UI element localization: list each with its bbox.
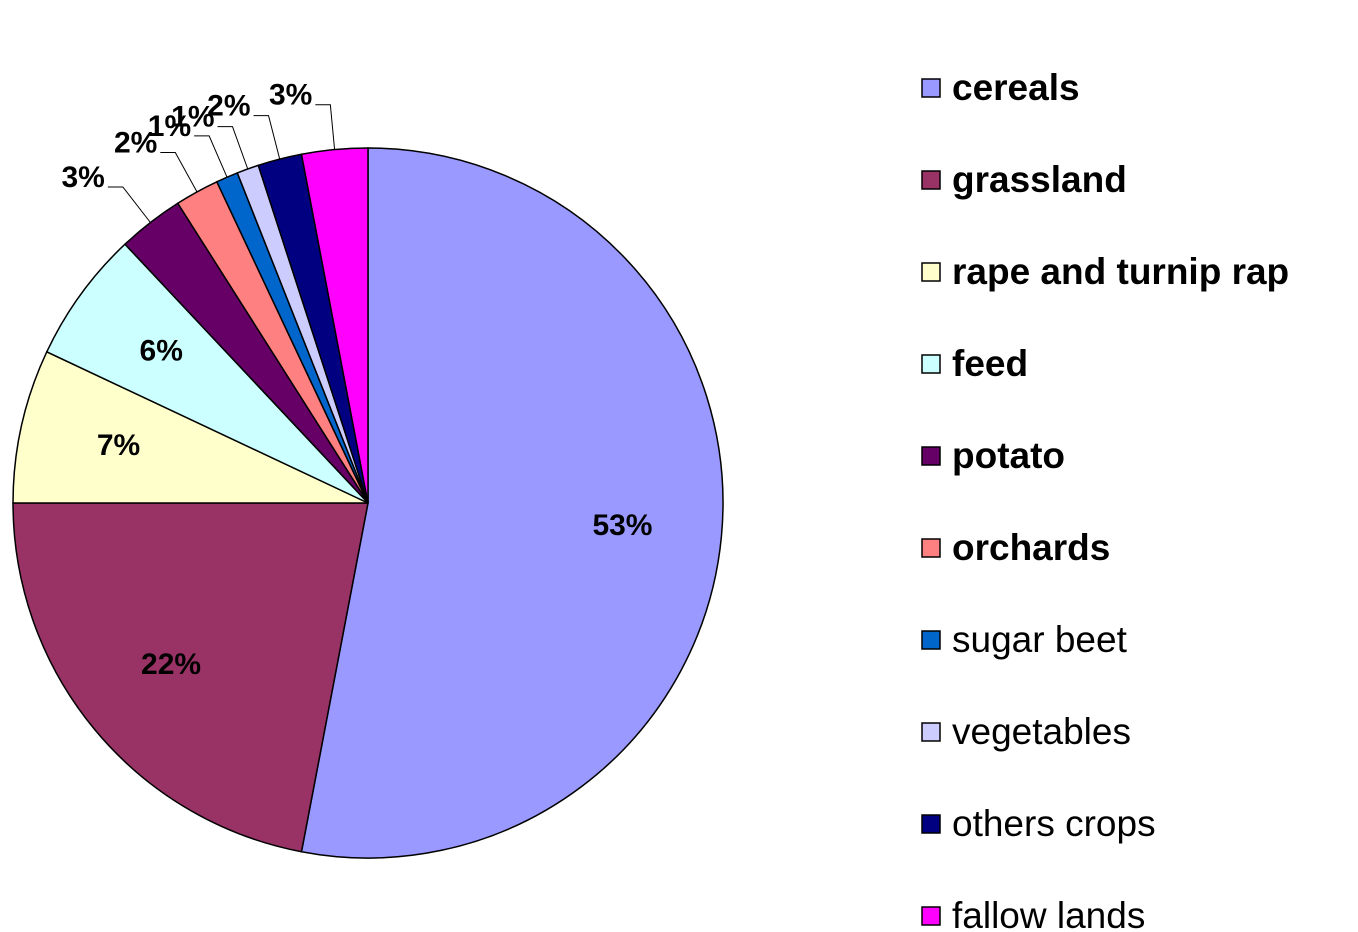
data-label: 22% <box>141 648 201 681</box>
pie-slice <box>12 502 369 853</box>
leader-line <box>160 151 198 193</box>
data-label: 53% <box>592 509 652 542</box>
legend-label: orchards <box>952 527 1110 568</box>
legend-label: cereals <box>952 67 1080 108</box>
legend-swatch <box>921 78 941 98</box>
legend-label: feed <box>952 343 1028 384</box>
legend-label: potato <box>952 435 1065 476</box>
legend-swatch <box>921 538 941 558</box>
legend-label: sugar beet <box>952 619 1128 660</box>
leader-line <box>315 104 336 150</box>
legend-label: rape and turnip rap <box>952 251 1289 292</box>
leader-line <box>107 186 151 223</box>
data-label: 7% <box>97 429 140 462</box>
leader-line <box>217 126 249 170</box>
data-label: 1% <box>171 101 214 134</box>
data-label: 3% <box>61 161 104 194</box>
pie-slice <box>300 147 369 504</box>
data-label: 1% <box>148 110 191 143</box>
legend-swatch <box>921 630 941 650</box>
pie-slice <box>12 350 369 504</box>
legend-swatch <box>921 354 941 374</box>
legend-swatch <box>921 170 941 190</box>
legend-swatch <box>921 906 941 926</box>
legend-label: fallow lands <box>952 895 1145 932</box>
data-label: 6% <box>140 335 183 368</box>
legend-label: others crops <box>952 803 1156 844</box>
pie-slice <box>300 147 724 859</box>
leader-line <box>194 135 228 178</box>
data-label: 3% <box>269 79 312 112</box>
legend-label: vegetables <box>952 711 1131 752</box>
data-label: 2% <box>207 89 250 122</box>
legend-swatch <box>921 446 941 466</box>
data-label: 2% <box>114 126 157 159</box>
legend-swatch <box>921 814 941 834</box>
legend-label: grassland <box>952 159 1127 200</box>
legend-swatch <box>921 262 941 282</box>
leader-line <box>253 115 281 160</box>
pie-slice <box>45 243 369 504</box>
legend-swatch <box>921 722 941 742</box>
